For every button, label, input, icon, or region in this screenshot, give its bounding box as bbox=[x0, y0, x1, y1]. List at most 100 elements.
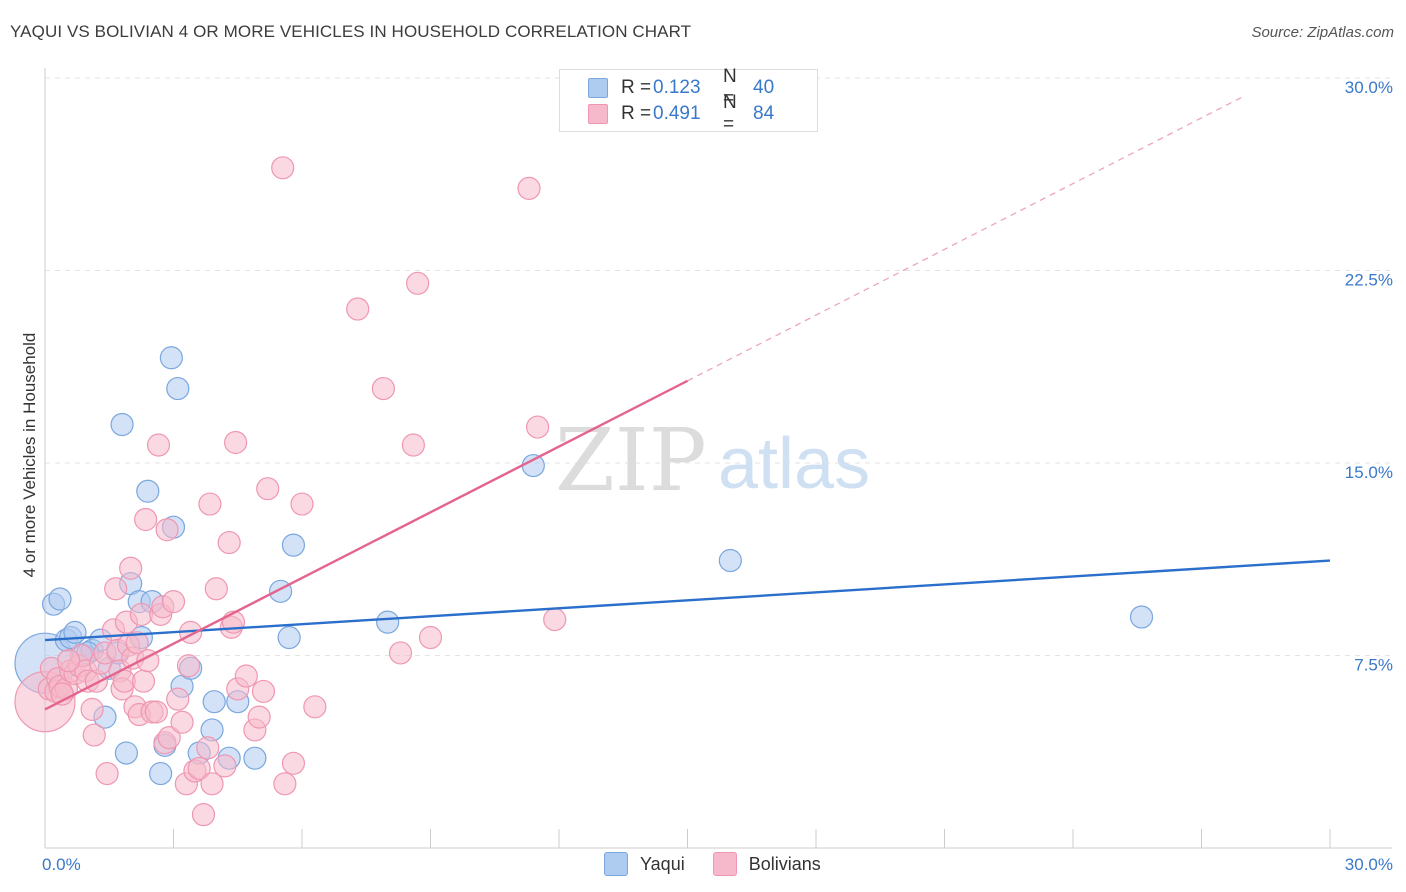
bolivian-point bbox=[273, 772, 297, 796]
chart-title: YAQUI VS BOLIVIAN 4 OR MORE VEHICLES IN … bbox=[10, 22, 692, 41]
x-tick-label: 30.0% bbox=[1345, 855, 1393, 874]
y-tick-label: 30.0% bbox=[1345, 78, 1393, 97]
bolivian-point bbox=[256, 477, 280, 501]
yaqui-point bbox=[1129, 605, 1154, 629]
bolivian-point bbox=[388, 641, 413, 665]
watermark-atlas: atlas bbox=[718, 424, 870, 504]
bolivian-point bbox=[401, 433, 425, 457]
n-value: 84 bbox=[753, 103, 775, 124]
bolivian-point bbox=[406, 271, 430, 295]
bolivian-point bbox=[418, 625, 443, 650]
legend-row-bolivians: R = 0.491 N = 84 bbox=[588, 92, 775, 135]
yaqui-point bbox=[110, 412, 134, 437]
bolivian-point bbox=[176, 654, 201, 678]
bolivian-point bbox=[247, 705, 271, 729]
bolivians-trend-line bbox=[44, 379, 689, 711]
bolivians-swatch bbox=[712, 852, 737, 876]
bolivian-point bbox=[251, 679, 276, 704]
bolivian-point bbox=[543, 607, 567, 632]
bolivian-point bbox=[525, 415, 550, 439]
bolivian-point bbox=[290, 492, 314, 516]
yaqui-point bbox=[159, 346, 183, 370]
bolivian-point bbox=[346, 297, 370, 321]
yaqui-point bbox=[136, 479, 160, 503]
yaqui-point bbox=[521, 453, 545, 478]
y-axis-label: 4 or more Vehicles in Household bbox=[20, 332, 39, 578]
bolivian-point bbox=[224, 430, 248, 455]
bolivians-swatch bbox=[588, 104, 608, 124]
bolivian-point bbox=[271, 156, 295, 180]
y-tick-label: 15.0% bbox=[1345, 463, 1393, 482]
bolivian-point bbox=[187, 756, 211, 781]
bolivian-point bbox=[119, 556, 143, 580]
y-tick-label: 22.5% bbox=[1345, 271, 1393, 290]
bolivian-point bbox=[131, 669, 156, 693]
legend-item-bolivians[interactable]: Bolivians bbox=[712, 852, 821, 876]
bolivian-point bbox=[234, 664, 258, 688]
bolivians-trend-extension bbox=[687, 95, 1245, 382]
yaqui-point bbox=[243, 746, 267, 770]
bolivian-point bbox=[95, 761, 119, 786]
yaqui-swatch bbox=[604, 852, 628, 876]
bolivian-point bbox=[104, 577, 128, 601]
r-value: 0.491 bbox=[653, 103, 701, 124]
source-credit: Source: ZipAtlas.com bbox=[1251, 24, 1394, 41]
r-label: R = bbox=[621, 103, 652, 124]
yaqui-point bbox=[268, 579, 293, 603]
trend-layer bbox=[44, 95, 1331, 711]
bolivian-point bbox=[196, 736, 220, 760]
yaqui-point bbox=[376, 610, 400, 634]
bolivian-point bbox=[303, 695, 327, 719]
bolivian-point bbox=[146, 433, 171, 457]
yaqui-point bbox=[149, 761, 173, 786]
yaqui-point bbox=[718, 548, 742, 573]
correlation-legend: R = 0.123 N = 40 R = 0.491 N = 84 bbox=[559, 66, 818, 135]
bolivian-point bbox=[82, 723, 106, 747]
yaqui-point bbox=[281, 533, 306, 557]
points-layer bbox=[14, 156, 1154, 827]
bolivian-point bbox=[166, 687, 190, 711]
bolivian-point bbox=[125, 631, 149, 655]
bolivian-point bbox=[198, 492, 222, 516]
yaqui-point bbox=[166, 376, 190, 401]
y-tick-label: 7.5% bbox=[1354, 656, 1393, 675]
yaqui-point bbox=[114, 741, 138, 765]
bolivian-point bbox=[217, 530, 241, 555]
bolivian-point bbox=[155, 518, 179, 542]
yaqui-trend-line bbox=[44, 559, 1331, 642]
bolivian-point bbox=[144, 700, 168, 724]
bolivian-point bbox=[134, 507, 158, 532]
yaqui-point bbox=[277, 625, 301, 650]
bolivian-point bbox=[371, 376, 395, 401]
bolivian-point bbox=[213, 754, 237, 778]
r-label: R = bbox=[621, 77, 652, 98]
n-label: N = bbox=[723, 66, 737, 109]
bolivian-point bbox=[157, 726, 181, 750]
bolivian-point bbox=[191, 803, 216, 827]
yaqui-point bbox=[63, 620, 87, 645]
bolivian-point bbox=[200, 772, 224, 796]
legend-item-yaqui[interactable]: Yaqui bbox=[604, 852, 685, 876]
n-value: 40 bbox=[753, 77, 775, 98]
r-value: 0.123 bbox=[653, 77, 701, 98]
bolivian-point bbox=[161, 589, 186, 614]
tick-labels: 7.5% 15.0% 22.5% 30.0% 0.0% 30.0% bbox=[42, 78, 1393, 874]
bolivian-point bbox=[204, 577, 228, 601]
legend-label-bolivians: Bolivians bbox=[748, 853, 821, 874]
yaqui-swatch bbox=[588, 78, 608, 98]
watermark: ZIP atlas bbox=[555, 411, 870, 511]
yaqui-point bbox=[202, 690, 226, 714]
watermark-zip: ZIP bbox=[555, 411, 707, 511]
bolivian-point bbox=[80, 697, 104, 722]
yaqui-point bbox=[48, 587, 72, 611]
bolivian-point bbox=[517, 176, 541, 200]
n-label: N = bbox=[723, 92, 737, 135]
series-legend: Yaqui Bolivians bbox=[604, 852, 849, 876]
bolivian-point bbox=[170, 710, 194, 734]
bolivian-point bbox=[56, 649, 81, 673]
x-tick-label: 0.0% bbox=[42, 855, 81, 874]
legend-row-yaqui: R = 0.123 N = 40 bbox=[588, 66, 775, 109]
bolivian-point bbox=[281, 751, 306, 775]
legend-label-yaqui: Yaqui bbox=[640, 853, 685, 874]
